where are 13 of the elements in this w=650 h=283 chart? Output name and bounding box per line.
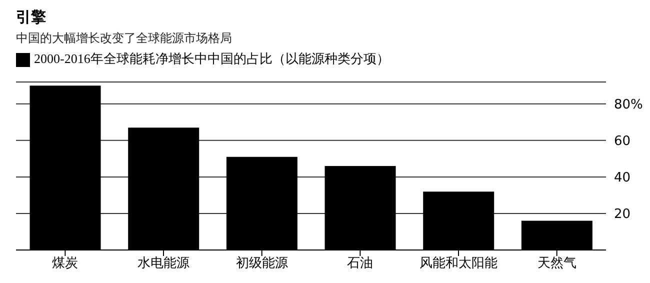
chart-title: 引擎 [16, 8, 47, 26]
y-tick-label: 80% [614, 98, 643, 113]
x-tick-label: 风能和太阳能 [420, 256, 498, 272]
x-tick-label: 水电能源 [138, 256, 190, 272]
chart-subtitle: 中国的大幅增长改变了全球能源市场格局 [16, 30, 233, 46]
y-tick-label: 60 [614, 134, 631, 150]
y-tick-label: 40 [614, 170, 631, 186]
x-tick-label: 初级能源 [236, 256, 288, 272]
legend-label: 2000-2016年全球能耗净增长中中国的占比（以能源种类分项） [34, 51, 390, 66]
x-tick-label: 天然气 [537, 256, 576, 272]
y-tick-label: 20 [614, 207, 631, 222]
x-tick-label: 石油 [347, 256, 374, 272]
x-tick-label: 煤炭 [52, 256, 78, 272]
